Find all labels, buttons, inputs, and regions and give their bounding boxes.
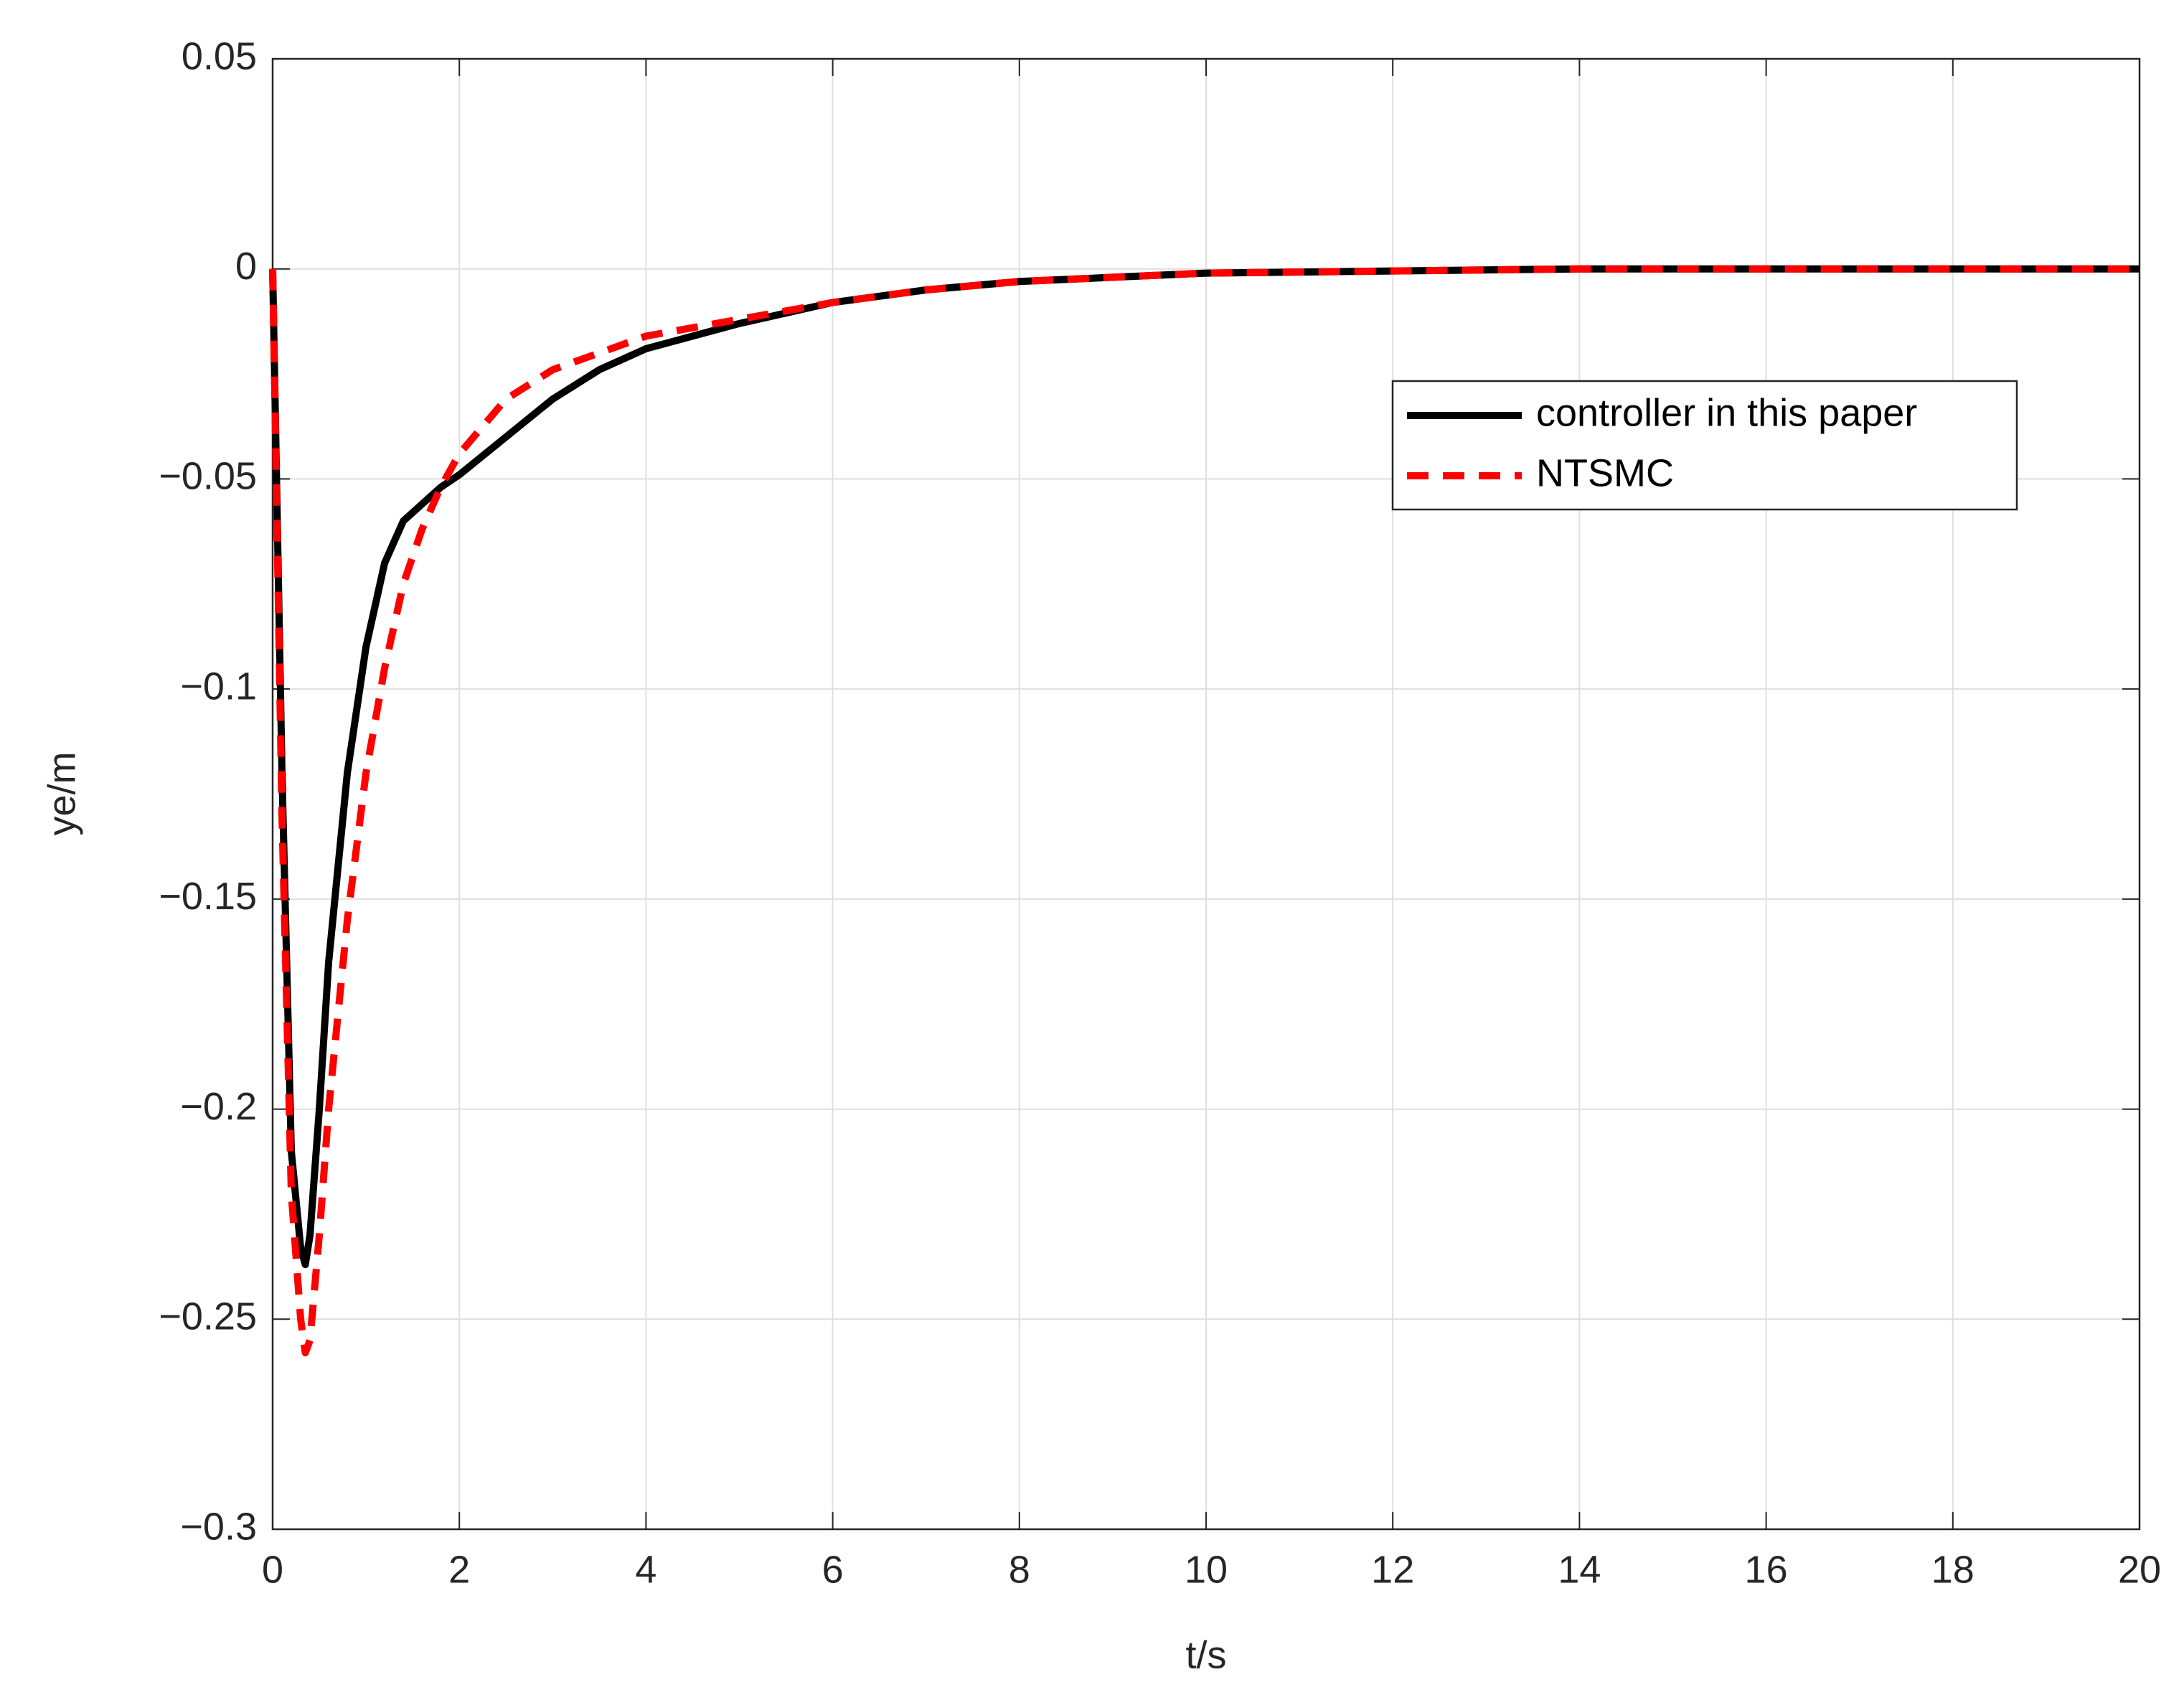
y-axis-label: ye/m [40, 751, 83, 835]
x-tick-label: 4 [635, 1548, 656, 1591]
legend-label: controller in this paper [1536, 391, 1917, 434]
x-tick-label: 2 [448, 1548, 470, 1591]
x-tick-label: 12 [1371, 1548, 1414, 1591]
x-tick-label: 16 [1745, 1548, 1788, 1591]
y-tick-label: 0.05 [182, 34, 257, 78]
series-line [269, 265, 2140, 1269]
x-tick-label: 14 [1558, 1548, 1601, 1591]
y-tick-label: −0.2 [180, 1085, 257, 1128]
y-tick-label: −0.05 [159, 455, 257, 498]
legend-box [1391, 380, 2018, 511]
x-tick-label: 20 [2118, 1548, 2161, 1591]
x-tick-label: 0 [262, 1548, 283, 1591]
x-tick-label: 8 [1009, 1548, 1030, 1591]
legend-label: NTSMC [1536, 451, 1674, 494]
series-line [269, 265, 2140, 1357]
x-tick-label: 6 [822, 1548, 844, 1591]
x-tick-label: 18 [1931, 1548, 1974, 1591]
x-tick-label: 10 [1185, 1548, 1228, 1591]
y-tick-label: −0.1 [180, 665, 257, 708]
y-tick-label: −0.15 [159, 875, 257, 918]
x-axis-label: t/s [1185, 1633, 1226, 1676]
plot-frame [271, 57, 2141, 1531]
y-tick-label: −0.3 [180, 1505, 257, 1548]
y-tick-label: −0.25 [159, 1295, 257, 1338]
y-tick-label: 0 [235, 245, 257, 288]
